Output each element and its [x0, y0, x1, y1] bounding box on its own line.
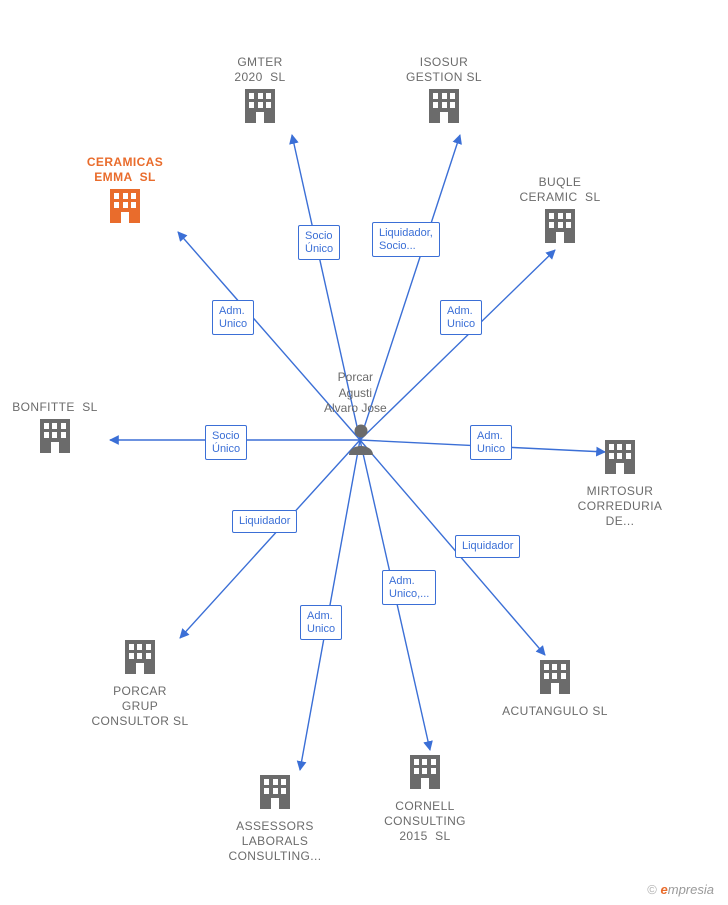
brand-first-letter: e — [661, 882, 668, 897]
copyright-symbol: © — [647, 882, 657, 897]
company-label: BUQLE CERAMIC SL — [519, 175, 600, 205]
company-label: PORCAR GRUP CONSULTOR SL — [91, 684, 188, 729]
edge-label-assessors: Adm. Unico — [300, 605, 342, 640]
building-icon — [545, 209, 575, 243]
edge-label-mirtosur: Adm. Unico — [470, 425, 512, 460]
building-icon — [245, 89, 275, 123]
building-icon — [605, 440, 635, 474]
company-node-assessors[interactable]: ASSESSORS LABORALS CONSULTING... — [229, 775, 322, 864]
edge-label-acutangulo: Liquidador — [455, 535, 520, 558]
edge-label-gmter-2020: Socio Único — [298, 225, 340, 260]
company-node-mirtosur[interactable]: MIRTOSUR CORREDURIA DE... — [578, 440, 663, 529]
edge-label-buqle-ceramic: Adm. Unico — [440, 300, 482, 335]
diagram-stage: Porcar Agusti Alvaro Jose GMTER 2020 SL I… — [0, 0, 728, 905]
building-icon — [429, 89, 459, 123]
building-icon — [410, 755, 440, 789]
building-icon — [40, 419, 70, 453]
company-label: ACUTANGULO SL — [502, 704, 608, 719]
company-label: MIRTOSUR CORREDURIA DE... — [578, 484, 663, 529]
company-node-isosur[interactable]: ISOSUR GESTION SL — [406, 55, 482, 129]
edge-label-cornell: Adm. Unico,... — [382, 570, 436, 605]
company-label: ISOSUR GESTION SL — [406, 55, 482, 85]
company-label: GMTER 2020 SL — [234, 55, 285, 85]
company-node-bonfitte[interactable]: BONFITTE SL — [12, 400, 97, 459]
edge-label-ceramicas-emma: Adm. Unico — [212, 300, 254, 335]
company-label: CERAMICAS EMMA SL — [87, 155, 163, 185]
company-label: CORNELL CONSULTING 2015 SL — [384, 799, 466, 844]
company-label: BONFITTE SL — [12, 400, 97, 415]
company-node-cornell[interactable]: CORNELL CONSULTING 2015 SL — [384, 755, 466, 844]
building-icon — [260, 775, 290, 809]
brand-rest: mpresia — [668, 882, 714, 897]
building-icon — [540, 660, 570, 694]
edge-to-buqle-ceramic — [360, 250, 555, 440]
company-label: ASSESSORS LABORALS CONSULTING... — [229, 819, 322, 864]
edge-label-isosur: Liquidador, Socio... — [372, 222, 440, 257]
company-node-gmter-2020[interactable]: GMTER 2020 SL — [234, 55, 285, 129]
edge-label-bonfitte: Socio Único — [205, 425, 247, 460]
company-node-ceramicas-emma[interactable]: CERAMICAS EMMA SL — [87, 155, 163, 229]
person-icon — [347, 423, 375, 460]
footer-copyright: © empresia — [647, 882, 714, 897]
center-person-label: Porcar Agusti Alvaro Jose — [324, 370, 387, 417]
company-node-porcar-grup[interactable]: PORCAR GRUP CONSULTOR SL — [91, 640, 188, 729]
company-node-acutangulo[interactable]: ACUTANGULO SL — [502, 660, 608, 719]
building-icon — [110, 189, 140, 223]
edge-label-porcar-grup: Liquidador — [232, 510, 297, 533]
company-node-buqle-ceramic[interactable]: BUQLE CERAMIC SL — [519, 175, 600, 249]
building-icon — [125, 640, 155, 674]
